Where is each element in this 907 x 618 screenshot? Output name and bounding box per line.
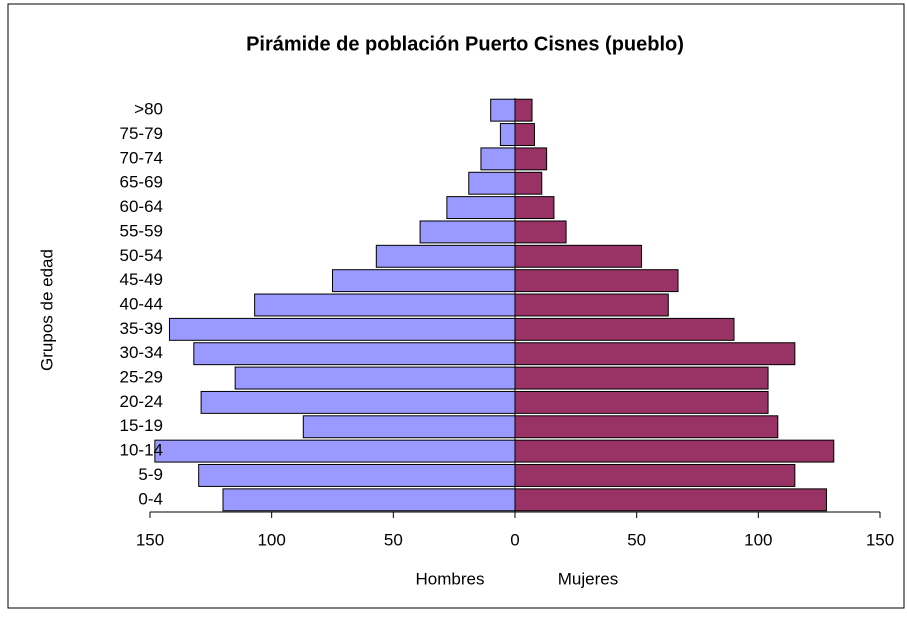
bar bbox=[480, 147, 516, 171]
y-tick-label: 25-29 bbox=[120, 368, 163, 387]
bar bbox=[154, 439, 516, 463]
x-tick-label: 100 bbox=[744, 530, 772, 549]
chart-title: Pirámide de población Puerto Cisnes (pue… bbox=[246, 33, 684, 55]
x-tick-label: 150 bbox=[136, 530, 164, 549]
bar bbox=[514, 390, 769, 414]
bar bbox=[200, 390, 516, 414]
y-tick-label: 0-4 bbox=[138, 489, 163, 508]
x-tick-label: 50 bbox=[627, 530, 646, 549]
bar bbox=[332, 269, 516, 293]
y-tick-label: 20-24 bbox=[120, 392, 163, 411]
bar bbox=[468, 171, 516, 195]
bar bbox=[222, 488, 516, 512]
y-tick-label: 70-74 bbox=[120, 148, 163, 167]
bar bbox=[514, 439, 835, 463]
y-tick-label: 45-49 bbox=[120, 270, 163, 289]
bar bbox=[375, 244, 516, 268]
y-tick-label: 5-9 bbox=[138, 465, 163, 484]
y-tick-label: 55-59 bbox=[120, 221, 163, 240]
bar bbox=[490, 98, 516, 122]
bar bbox=[254, 293, 516, 317]
bar bbox=[419, 220, 516, 244]
y-tick-label: 15-19 bbox=[120, 416, 163, 435]
bar bbox=[514, 244, 643, 268]
y-tick-label: 10-14 bbox=[120, 441, 163, 460]
x-tick-label: 50 bbox=[384, 530, 403, 549]
bar bbox=[446, 196, 516, 220]
bar bbox=[514, 171, 543, 195]
y-tick-label: 40-44 bbox=[120, 294, 163, 313]
x-tick-label: 100 bbox=[257, 530, 285, 549]
bar bbox=[514, 147, 548, 171]
bar bbox=[302, 415, 516, 439]
bar bbox=[193, 342, 516, 366]
bar bbox=[514, 317, 735, 341]
y-tick-label: 30-34 bbox=[120, 343, 163, 362]
bar bbox=[168, 317, 516, 341]
bar bbox=[234, 366, 516, 390]
y-tick-label: 60-64 bbox=[120, 197, 163, 216]
y-axis-title: Grupos de edad bbox=[37, 249, 56, 371]
bar bbox=[514, 464, 796, 487]
bar bbox=[514, 415, 779, 439]
bar bbox=[198, 464, 516, 487]
bar bbox=[514, 342, 796, 366]
x-tick-label: 150 bbox=[866, 530, 894, 549]
legend-label: Mujeres bbox=[558, 569, 618, 588]
bar bbox=[499, 123, 516, 146]
bar bbox=[514, 488, 827, 512]
bar bbox=[514, 123, 535, 146]
y-tick-label: >80 bbox=[134, 100, 163, 119]
y-tick-label: 50-54 bbox=[120, 246, 163, 265]
bar bbox=[514, 220, 567, 244]
bar bbox=[514, 269, 679, 293]
x-tick-label: 0 bbox=[510, 530, 519, 549]
y-tick-label: 65-69 bbox=[120, 173, 163, 192]
bar bbox=[514, 196, 555, 220]
y-tick-label: 35-39 bbox=[120, 319, 163, 338]
legend-label: Hombres bbox=[416, 569, 485, 588]
y-tick-label: 75-79 bbox=[120, 124, 163, 143]
bar bbox=[514, 98, 533, 122]
bar bbox=[514, 293, 669, 317]
bar bbox=[514, 366, 769, 390]
